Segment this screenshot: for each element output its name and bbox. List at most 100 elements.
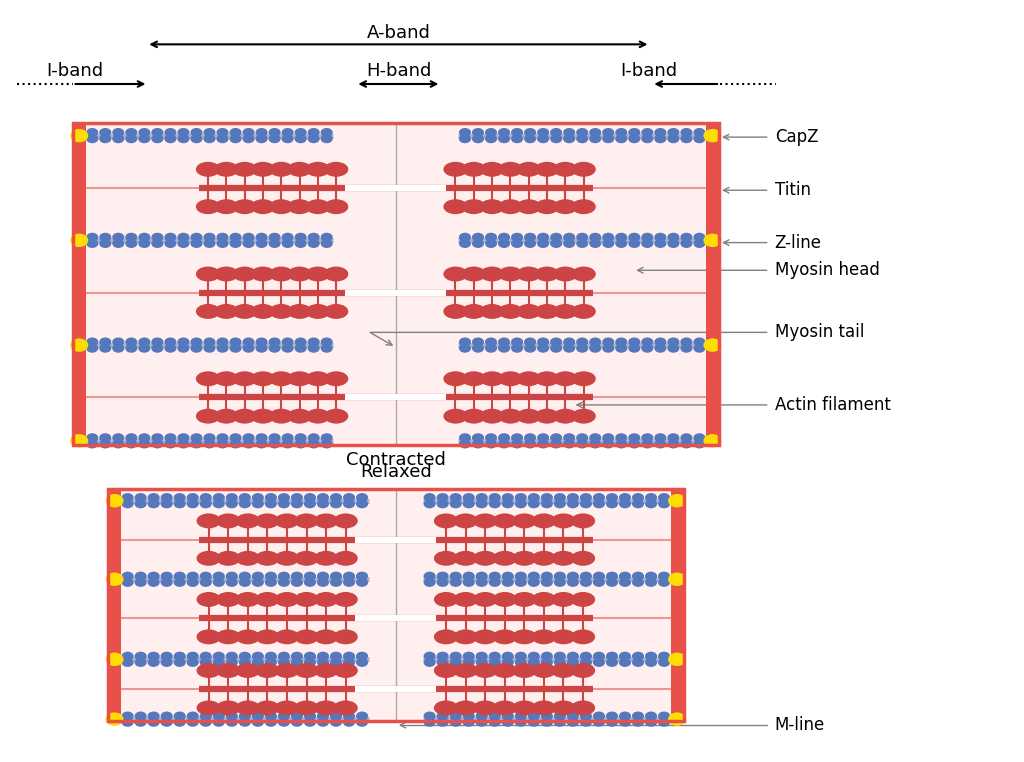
Circle shape	[216, 128, 228, 137]
Circle shape	[243, 239, 255, 248]
Circle shape	[99, 344, 112, 353]
Circle shape	[527, 493, 540, 502]
Circle shape	[295, 440, 307, 449]
Circle shape	[424, 493, 435, 502]
Ellipse shape	[553, 162, 578, 177]
Circle shape	[602, 434, 614, 442]
Circle shape	[550, 434, 562, 442]
Circle shape	[161, 652, 173, 661]
Circle shape	[524, 344, 537, 353]
Ellipse shape	[324, 199, 348, 214]
Circle shape	[125, 128, 137, 137]
Ellipse shape	[196, 162, 220, 177]
Ellipse shape	[216, 551, 241, 565]
Circle shape	[134, 493, 146, 502]
Circle shape	[321, 338, 333, 347]
Ellipse shape	[454, 629, 478, 645]
Circle shape	[99, 434, 112, 442]
Circle shape	[615, 338, 628, 347]
Circle shape	[485, 434, 497, 442]
Ellipse shape	[236, 700, 260, 716]
Circle shape	[668, 134, 680, 143]
Circle shape	[138, 344, 151, 353]
Ellipse shape	[236, 592, 260, 607]
Circle shape	[615, 344, 628, 353]
Circle shape	[527, 712, 540, 721]
Circle shape	[243, 128, 255, 137]
Circle shape	[122, 572, 134, 581]
Circle shape	[213, 572, 225, 581]
Ellipse shape	[274, 663, 299, 678]
Circle shape	[134, 499, 146, 508]
Circle shape	[502, 712, 514, 721]
Circle shape	[459, 440, 471, 449]
Circle shape	[654, 434, 667, 442]
Ellipse shape	[197, 663, 221, 678]
Circle shape	[268, 232, 281, 242]
Circle shape	[459, 232, 471, 242]
Circle shape	[436, 652, 449, 661]
Ellipse shape	[493, 663, 517, 678]
Ellipse shape	[197, 700, 221, 716]
Ellipse shape	[531, 592, 556, 607]
Circle shape	[703, 234, 722, 247]
Circle shape	[472, 440, 484, 449]
Ellipse shape	[255, 514, 280, 528]
Circle shape	[216, 239, 228, 248]
Ellipse shape	[553, 408, 578, 424]
Circle shape	[567, 499, 579, 508]
Ellipse shape	[294, 629, 318, 645]
Ellipse shape	[306, 267, 330, 281]
Circle shape	[268, 239, 281, 248]
Ellipse shape	[274, 514, 299, 528]
Circle shape	[122, 712, 134, 721]
Circle shape	[541, 712, 553, 721]
Ellipse shape	[236, 514, 260, 528]
Circle shape	[654, 134, 667, 143]
Circle shape	[524, 232, 537, 242]
Circle shape	[307, 232, 319, 242]
Circle shape	[498, 128, 510, 137]
Circle shape	[216, 344, 228, 353]
Circle shape	[488, 652, 501, 661]
Ellipse shape	[274, 592, 299, 607]
Ellipse shape	[288, 304, 311, 319]
Circle shape	[265, 652, 276, 661]
Circle shape	[321, 440, 333, 449]
Circle shape	[645, 493, 657, 502]
Circle shape	[239, 712, 251, 721]
Circle shape	[152, 440, 164, 449]
Ellipse shape	[571, 629, 595, 645]
Circle shape	[632, 578, 644, 587]
Circle shape	[252, 493, 264, 502]
Circle shape	[186, 572, 199, 581]
Circle shape	[225, 572, 238, 581]
Ellipse shape	[274, 551, 299, 565]
Circle shape	[645, 658, 657, 667]
Circle shape	[164, 239, 176, 248]
Circle shape	[99, 440, 112, 449]
Circle shape	[658, 493, 670, 502]
Circle shape	[113, 338, 124, 347]
Circle shape	[213, 712, 225, 721]
Circle shape	[282, 434, 294, 442]
Circle shape	[537, 434, 549, 442]
Circle shape	[200, 652, 212, 661]
Ellipse shape	[443, 199, 468, 214]
Circle shape	[554, 578, 566, 587]
Ellipse shape	[571, 267, 596, 281]
Ellipse shape	[255, 629, 280, 645]
Ellipse shape	[196, 199, 220, 214]
Ellipse shape	[462, 371, 486, 386]
Circle shape	[589, 344, 601, 353]
Circle shape	[356, 712, 368, 721]
Ellipse shape	[551, 514, 575, 528]
Circle shape	[488, 499, 501, 508]
Circle shape	[527, 572, 540, 581]
Ellipse shape	[251, 371, 275, 386]
Circle shape	[693, 344, 706, 353]
Circle shape	[190, 128, 203, 137]
Circle shape	[498, 344, 510, 353]
Text: Titin: Titin	[774, 181, 811, 199]
Circle shape	[138, 434, 151, 442]
